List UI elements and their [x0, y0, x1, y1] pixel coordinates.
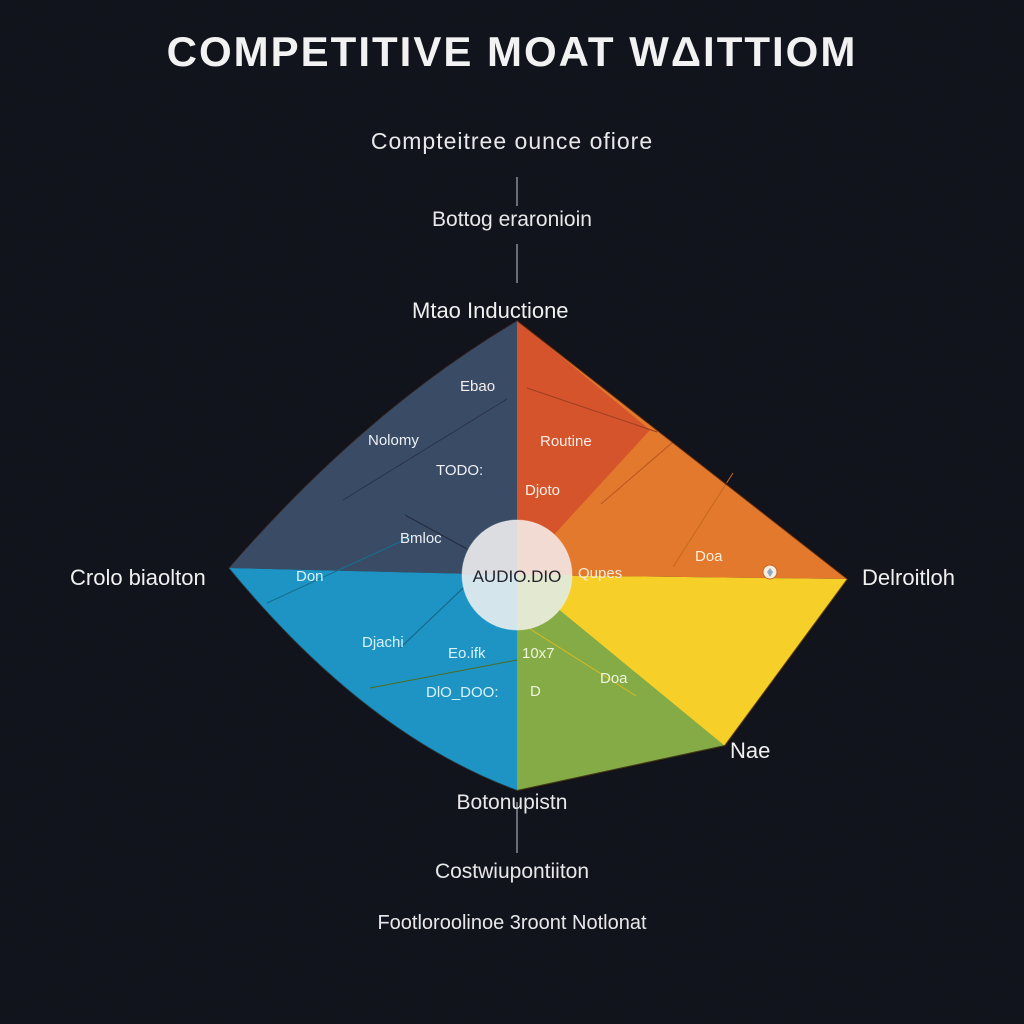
svg-text:AUDIO.DIO: AUDIO.DIO	[473, 567, 562, 586]
